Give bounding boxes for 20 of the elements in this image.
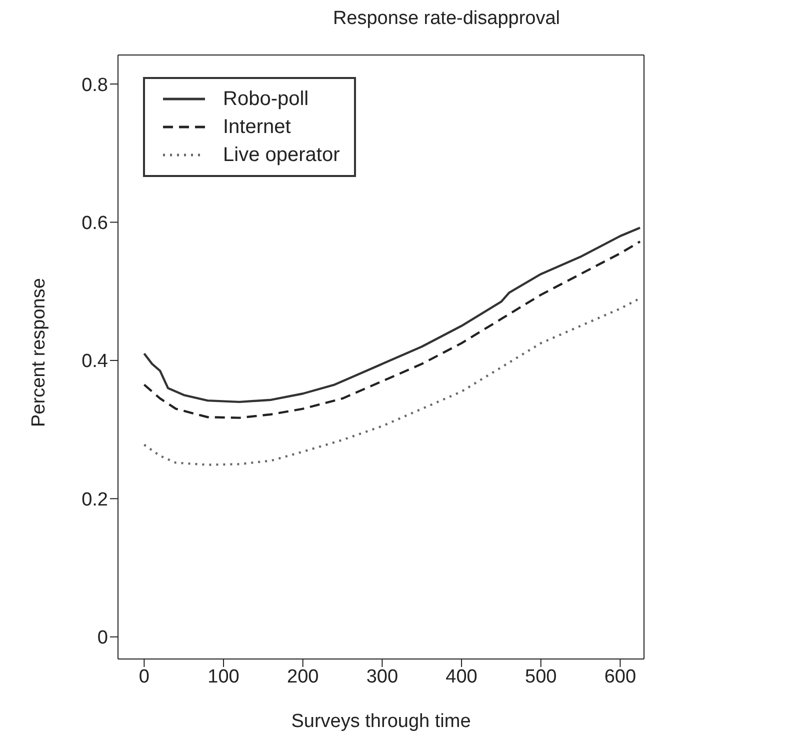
y-tick-label: 0.2	[82, 489, 108, 510]
legend-label: Robo-poll	[223, 87, 309, 112]
line-series	[143, 226, 642, 404]
chart-title: Response rate-disapproval	[332, 8, 562, 31]
line-series	[143, 240, 642, 419]
x-tick-label: 500	[525, 666, 557, 688]
y-tick-label: 0	[97, 628, 108, 649]
x-axis-title: Surveys through time	[291, 711, 471, 732]
x-tick-label: 400	[446, 666, 478, 688]
x-tick-label: 0	[138, 666, 150, 688]
x-tick-label: 100	[208, 666, 240, 688]
y-tick-label: 0.8	[82, 74, 108, 96]
x-tick-label: 200	[287, 666, 319, 688]
x-tick-label: 300	[366, 666, 398, 688]
legend-label: Live operator	[223, 143, 340, 168]
y-axis-title: Percent response	[28, 278, 50, 427]
y-tick-label: 0.6	[82, 212, 108, 234]
x-tick-label: 600	[604, 666, 636, 688]
y-tick-label: 0.4	[82, 351, 108, 372]
legend-label: Internet	[223, 115, 291, 140]
